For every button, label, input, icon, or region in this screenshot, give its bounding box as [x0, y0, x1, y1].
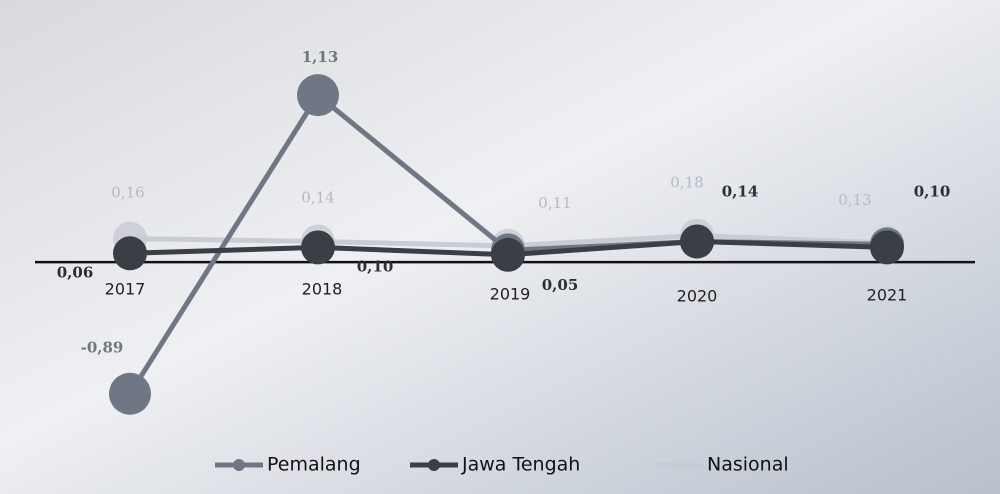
data-label: 0,06 — [57, 263, 94, 281]
legend-marker — [673, 459, 685, 471]
data-point — [109, 372, 151, 415]
data-label: 0,14 — [301, 188, 334, 206]
data-point — [301, 230, 335, 265]
legend-label: Jawa Tengah — [461, 454, 580, 476]
data-label: 0,10 — [914, 182, 951, 200]
data-point — [680, 224, 714, 259]
data-label: 0,11 — [538, 194, 571, 212]
data-label: -0,89 — [81, 339, 124, 357]
data-label: 0,10 — [357, 257, 394, 275]
data-point — [297, 74, 339, 117]
x-tick-label: 2021 — [867, 286, 908, 305]
x-tick-label: 2020 — [677, 287, 718, 306]
x-tick-label: 2019 — [490, 285, 531, 304]
data-label: 0,05 — [542, 276, 579, 294]
data-label: 1,13 — [302, 48, 339, 66]
data-point — [870, 230, 904, 265]
legend-marker — [233, 459, 245, 471]
data-point — [113, 236, 147, 271]
data-label: 0,13 — [838, 191, 871, 209]
x-tick-label: 2017 — [105, 280, 146, 299]
data-label: 0,18 — [670, 174, 703, 192]
data-point — [491, 237, 525, 272]
legend-marker — [428, 459, 440, 471]
legend-label: Nasional — [707, 454, 789, 476]
data-label: 0,14 — [722, 182, 759, 200]
data-label: 0,16 — [111, 184, 144, 202]
x-tick-label: 2018 — [302, 280, 343, 299]
legend-label: Pemalang — [267, 454, 361, 476]
